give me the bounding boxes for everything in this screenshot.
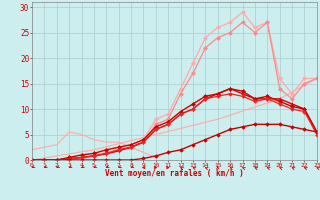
X-axis label: Vent moyen/en rafales ( km/h ): Vent moyen/en rafales ( km/h ) — [105, 169, 244, 178]
